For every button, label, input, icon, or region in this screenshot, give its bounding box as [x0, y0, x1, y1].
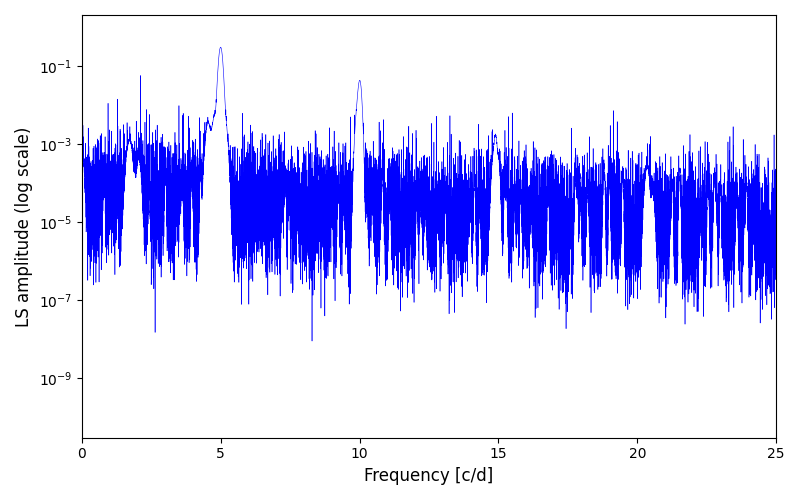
X-axis label: Frequency [c/d]: Frequency [c/d] [364, 467, 494, 485]
Y-axis label: LS amplitude (log scale): LS amplitude (log scale) [15, 126, 33, 326]
